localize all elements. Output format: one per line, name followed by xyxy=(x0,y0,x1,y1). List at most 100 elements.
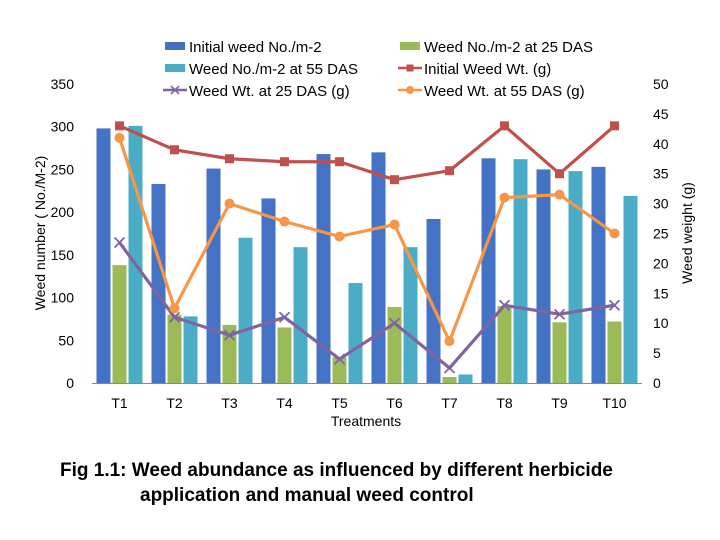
category-tick-t2: T2 xyxy=(166,395,183,411)
category-tick-t1: T1 xyxy=(111,395,128,411)
bar-initial-weed-no-m-2-t2 xyxy=(151,183,166,383)
right-tick-35: 35 xyxy=(653,166,669,182)
line-weed-wt-at-25-das-g xyxy=(118,241,615,370)
bar-weed-no-m-2-at-25-das-t9 xyxy=(552,322,567,383)
legend-weed-wt-at-25-das-g-label: Weed Wt. at 25 DAS (g) xyxy=(189,83,350,100)
marker-initial-weed-wt-g-t8 xyxy=(500,121,509,131)
caption-line-1: Fig 1.1: Weed abundance as influenced by… xyxy=(60,460,613,481)
marker-weed-wt-at-25-das-g-t7 xyxy=(443,362,456,374)
caption-line-2: application and manual weed control xyxy=(140,485,474,506)
bar-weed-no-m-2-at-55-das-t9 xyxy=(568,171,583,383)
bar-weed-no-m-2-at-25-das-t2 xyxy=(167,314,182,383)
marker-weed-wt-at-55-das-g-t1 xyxy=(114,132,125,143)
right-tick-10: 10 xyxy=(653,315,669,331)
bar-weed-no-m-2-at-55-das-t6 xyxy=(403,247,418,383)
marker-weed-wt-at-55-das-g-t5 xyxy=(334,231,345,242)
bar-initial-weed-no-m-2-t1 xyxy=(96,128,111,383)
marker-initial-weed-wt-g-t1 xyxy=(115,121,124,131)
legend-weed-wt-at-25-das-g-swatch-marker xyxy=(170,85,180,95)
bar-layer xyxy=(96,125,638,384)
legend-weed-no-m-2-at-55-das-swatch xyxy=(165,64,185,72)
left-tick-50: 50 xyxy=(58,332,74,348)
bar-initial-weed-no-m-2-t6 xyxy=(371,152,386,383)
legend-initial-weed-no-m-2-label: Initial weed No./m-2 xyxy=(189,39,322,56)
marker-weed-wt-at-25-das-g-t3 xyxy=(223,329,236,341)
legend-initial-weed-wt-g-swatch-marker xyxy=(406,64,414,72)
left-tick-250: 250 xyxy=(51,161,75,177)
category-tick-t5: T5 xyxy=(331,395,348,411)
marker-weed-wt-at-25-das-g-t5 xyxy=(333,353,346,365)
marker-weed-wt-at-25-das-g-t4 xyxy=(278,311,291,323)
left-tick-100: 100 xyxy=(51,290,75,306)
category-tick-t7: T7 xyxy=(441,395,458,411)
marker-weed-wt-at-25-das-g-t6 xyxy=(388,317,401,329)
combo-chart: 0 50 100 150 200 250 300 350 0 5 10 15 20 25 30 35 40 45… xyxy=(32,39,695,429)
category-tick-t6: T6 xyxy=(386,395,403,411)
left-axis-ticks: 0 50 100 150 200 250 300 350 xyxy=(51,76,75,391)
right-axis-title: Weed weight (g) xyxy=(679,182,695,284)
marker-weed-wt-at-55-das-g-t7 xyxy=(444,336,455,347)
bar-initial-weed-no-m-2-t10 xyxy=(591,166,606,383)
right-tick-50: 50 xyxy=(653,76,669,92)
right-axis-ticks: 0 5 10 15 20 25 30 35 40 45 50 xyxy=(653,76,669,391)
marker-initial-weed-wt-g-t2 xyxy=(170,145,179,155)
legend-weed-no-m-2-at-25-das-label: Weed No./m-2 at 25 DAS xyxy=(424,39,593,56)
bar-weed-no-m-2-at-55-das-t7 xyxy=(458,374,473,383)
marker-weed-wt-at-55-das-g-t8 xyxy=(499,192,510,203)
marker-weed-wt-at-55-das-g-t10 xyxy=(609,228,620,239)
left-tick-300: 300 xyxy=(51,119,75,135)
right-tick-0: 0 xyxy=(653,375,661,391)
bar-weed-no-m-2-at-25-das-t4 xyxy=(277,327,292,383)
bar-weed-no-m-2-at-25-das-t1 xyxy=(112,265,127,383)
category-tick-t8: T8 xyxy=(496,395,513,411)
bar-weed-no-m-2-at-55-das-t2 xyxy=(183,316,198,383)
legend-weed-wt-at-55-das-g-label: Weed Wt. at 55 DAS (g) xyxy=(424,83,585,100)
left-tick-150: 150 xyxy=(51,247,75,263)
marker-initial-weed-wt-g-t9 xyxy=(555,169,564,179)
marker-weed-wt-at-55-das-g-t6 xyxy=(389,219,400,230)
figure-caption: Fig 1.1: Weed abundance as influenced by… xyxy=(60,458,680,508)
legend-weed-no-m-2-at-55-das-label: Weed No./m-2 at 55 DAS xyxy=(189,61,358,78)
bar-weed-no-m-2-at-55-das-t1 xyxy=(128,125,143,384)
marker-initial-weed-wt-g-t4 xyxy=(280,157,289,167)
line-weed-wt-at-55-das-g xyxy=(117,137,616,343)
right-tick-15: 15 xyxy=(653,285,669,301)
bar-initial-weed-no-m-2-t4 xyxy=(261,198,276,383)
marker-weed-wt-at-25-das-g-t10 xyxy=(608,299,621,311)
left-axis-title: Weed number ( No./M-2) xyxy=(32,156,48,311)
legend-initial-weed-wt-g-label: Initial Weed Wt. (g) xyxy=(424,61,551,78)
left-tick-0: 0 xyxy=(66,375,74,391)
category-ticks: T1 T2 T3 T4 T5 T6 T7 T8 T9 T10 xyxy=(111,395,626,411)
right-tick-30: 30 xyxy=(653,196,669,212)
bar-weed-no-m-2-at-55-das-t3 xyxy=(238,237,253,383)
legend: Initial weed No./m-2 Weed No./m-2 at 25 D… xyxy=(163,39,593,100)
left-tick-350: 350 xyxy=(51,76,75,92)
bar-weed-no-m-2-at-55-das-t4 xyxy=(293,247,308,383)
marker-initial-weed-wt-g-t10 xyxy=(610,121,619,131)
marker-weed-wt-at-25-das-g-t2 xyxy=(168,311,181,323)
marker-weed-wt-at-55-das-g-t4 xyxy=(279,216,290,227)
category-tick-t10: T10 xyxy=(602,395,626,411)
marker-weed-wt-at-55-das-g-t9 xyxy=(554,189,565,200)
right-tick-25: 25 xyxy=(653,226,669,242)
legend-initial-weed-no-m-2-swatch xyxy=(165,42,185,50)
category-tick-t9: T9 xyxy=(551,395,568,411)
marker-weed-wt-at-55-das-g-t3 xyxy=(224,198,235,209)
bar-initial-weed-no-m-2-t5 xyxy=(316,154,331,383)
bar-weed-no-m-2-at-55-das-t8 xyxy=(513,159,528,383)
marker-weed-wt-at-25-das-g-t9 xyxy=(553,308,566,320)
line-layer xyxy=(113,121,621,374)
legend-weed-wt-at-55-das-g-swatch-marker xyxy=(406,86,414,94)
left-tick-200: 200 xyxy=(51,204,75,220)
bar-weed-no-m-2-at-55-das-t10 xyxy=(623,195,638,383)
right-tick-40: 40 xyxy=(653,136,669,152)
bar-weed-no-m-2-at-55-das-t5 xyxy=(348,283,363,383)
bar-weed-no-m-2-at-25-das-t7 xyxy=(442,377,457,383)
bar-initial-weed-no-m-2-t7 xyxy=(426,218,441,383)
right-tick-5: 5 xyxy=(653,345,661,361)
right-tick-20: 20 xyxy=(653,255,669,271)
category-tick-t4: T4 xyxy=(276,395,293,411)
x-axis-title: Treatments xyxy=(331,413,401,429)
marker-weed-wt-at-25-das-g-t1 xyxy=(113,236,126,249)
marker-weed-wt-at-55-das-g-t2 xyxy=(169,303,180,314)
